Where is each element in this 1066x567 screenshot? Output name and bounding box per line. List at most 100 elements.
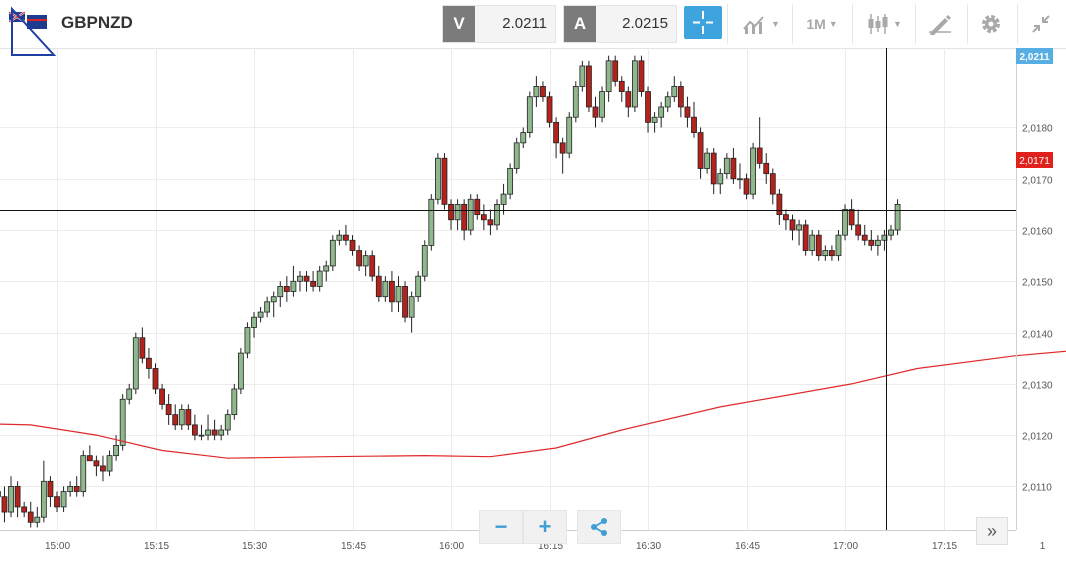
time-tick-label: 15:45 [341,541,366,552]
pencil-icon [927,12,953,36]
candle [803,220,808,256]
candle [705,148,710,174]
price-tick-label: 2,0140 [1022,330,1053,341]
candle [744,174,749,200]
candle [271,292,276,318]
candle [245,322,250,358]
candle [100,456,105,482]
candle [363,251,368,277]
chevron-down-icon: ▼ [771,19,780,29]
candle [783,210,788,231]
ask-price: 2.0215 [622,6,668,42]
collapse-button[interactable] [1018,0,1064,48]
candle [843,204,848,240]
gear-icon [979,12,1003,36]
candle [718,169,723,195]
candle [698,127,703,178]
chevron-down-icon: ▼ [829,19,838,29]
draw-tools-button[interactable] [916,0,964,48]
candle [403,281,408,322]
collapse-arrows-icon [1030,13,1052,35]
share-button[interactable] [577,510,621,544]
candle [284,276,289,302]
candle [278,281,283,307]
candle [823,245,828,260]
candle [206,415,211,441]
crosshair-button[interactable] [684,6,722,39]
candle [87,445,92,460]
candle [573,81,578,122]
candle [9,476,14,517]
candle [133,333,138,395]
candle [146,348,151,379]
bid-price-box[interactable]: V 2.0211 [442,5,556,43]
candle [22,502,27,517]
candle [311,271,316,292]
timeframe-label: 1M [806,16,825,32]
candle [409,292,414,333]
price-tick-label: 2,0180 [1022,124,1053,135]
candle [2,486,7,522]
timeframe-dropdown[interactable]: 1M ▼ [796,0,848,48]
candle [186,404,191,430]
zoom-in-button[interactable]: + [523,510,567,544]
candle [521,127,526,148]
candle [540,81,545,102]
time-tick-label: 17:00 [833,541,858,552]
candle [55,492,60,513]
candle [376,266,381,302]
ask-price-box[interactable]: A 2.0215 [563,5,677,43]
bid-price: 2.0211 [502,6,547,42]
candle [265,297,270,318]
candle [166,394,171,425]
candle [343,225,348,246]
chart-type-dropdown[interactable]: ▼ [856,0,912,48]
candle [449,199,454,230]
candle [389,271,394,312]
candle [462,199,467,240]
ma-price-tag: 2,0171 [1016,152,1053,168]
candle [468,194,473,235]
candle [672,76,677,102]
candle [324,261,329,282]
bid-label: V [443,6,475,42]
candle [659,102,664,128]
candle [724,153,729,179]
settings-button[interactable] [968,0,1014,48]
current-price-value: 2,0211 [1019,52,1049,63]
candle [691,102,696,138]
symbol-label[interactable]: GBPNZD [61,13,133,33]
candle [829,245,834,260]
candle [711,148,716,194]
candle [219,425,224,440]
price-axis: 2,01802,01702,01602,01502,01402,01302,01… [1022,124,1053,494]
candle [626,86,631,117]
candle [606,56,611,102]
candle [455,199,460,230]
candle [619,76,624,102]
candle [337,230,342,245]
candle [41,461,46,523]
minus-icon: − [495,514,508,540]
candles [0,56,900,528]
candle [613,56,618,87]
candle [297,271,302,292]
candle [442,153,447,209]
candle [383,276,388,302]
price-tick-label: 2,0130 [1022,381,1053,392]
scroll-to-latest-button[interactable]: » [976,517,1008,545]
candle [28,502,33,528]
time-tick-label: 16:30 [636,541,661,552]
candle [514,138,519,174]
candle [554,117,559,158]
candle [777,189,782,225]
candle [153,363,158,394]
indicators-button[interactable]: ▼ [734,0,788,48]
candle [435,153,440,204]
zoom-out-button[interactable]: − [479,510,523,544]
candle [61,486,66,512]
candle [494,199,499,230]
candle [330,235,335,271]
candle [895,199,900,235]
